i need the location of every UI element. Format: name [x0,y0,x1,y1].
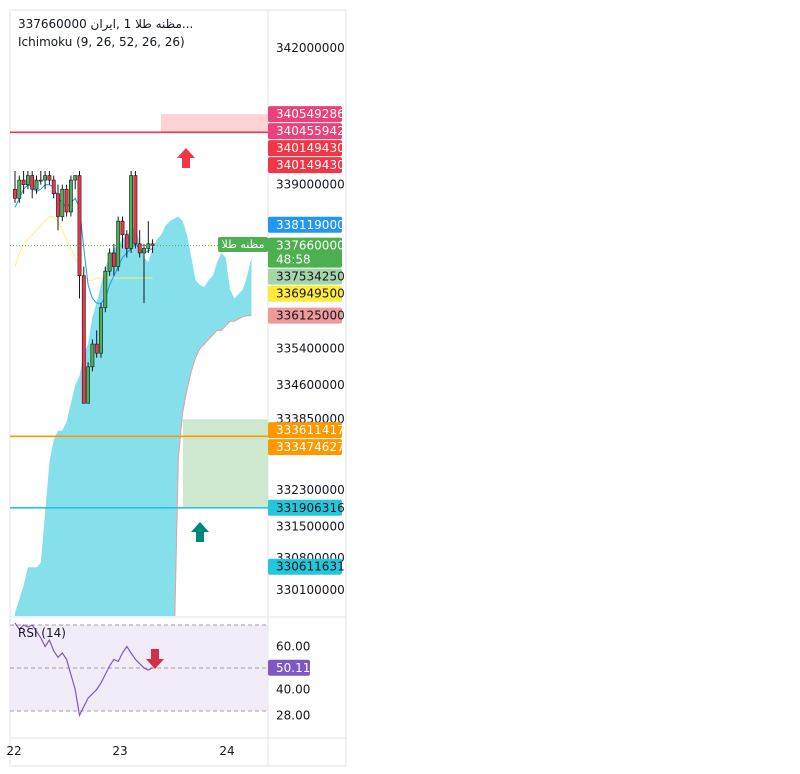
cloud-lower-line [174,315,252,616]
price-label-text: 340149430 [276,141,345,155]
candle[interactable] [133,175,138,245]
rsi-down-arrow-icon [146,649,164,669]
candle[interactable] [142,248,146,254]
candle[interactable] [107,252,112,272]
symbol-legend[interactable]: مظنه طلا 1 ,ایران 337660000... [18,17,194,31]
time-tick-label: 23 [112,744,127,758]
price-tick-label: 331500000 [276,519,345,533]
price-label-badge[interactable] [268,439,342,456]
candle[interactable] [137,243,142,254]
current-price-tag-text: مظنه طلا [222,238,265,251]
candle[interactable] [60,188,65,217]
rsi-value-text: 50.11 [276,661,310,675]
ichimoku-legend[interactable]: Ichimoku (9, 26, 52, 26, 26) [18,35,185,49]
price-label-badge[interactable] [268,268,342,285]
price-tick-label: 342000000 [276,41,345,55]
time-axis[interactable]: 22 23 24 [6,744,234,758]
buy-arrow-icon [191,522,209,542]
price-label-text: 333611417 [276,423,345,437]
sell-zone [161,114,268,133]
price-label-badge[interactable] [268,123,342,140]
candle[interactable] [25,175,30,185]
price-label-badge[interactable] [268,307,342,324]
price-label-text: 336125000 [276,309,345,323]
candle[interactable] [64,188,69,213]
price-tick-label: 335400000 [276,342,345,356]
candle[interactable] [30,175,35,190]
price-label-badge[interactable] [268,157,342,174]
candle[interactable] [90,343,95,368]
candle[interactable] [73,175,78,181]
candle[interactable] [120,220,125,236]
buy-zone [183,419,268,508]
candle[interactable] [150,243,155,246]
rsi-line[interactable] [14,622,153,718]
rsi-tick-label: 60.00 [276,640,310,654]
price-pane[interactable] [10,114,268,649]
candle[interactable] [38,179,43,182]
candle[interactable] [17,179,22,199]
price-label-badge[interactable] [268,216,342,233]
price-tick-label: 339000000 [276,178,345,192]
candle[interactable] [103,270,108,308]
time-tick-label: 24 [219,744,234,758]
candle[interactable] [116,220,121,267]
candle[interactable] [34,179,39,190]
candle[interactable] [124,234,129,249]
candle[interactable] [99,307,103,354]
price-label-text: 330611631 [276,560,345,574]
price-label-text: 338119000 [276,218,345,232]
rsi-legend[interactable]: RSI (14) [18,626,66,640]
candle[interactable] [47,175,52,181]
rsi-tick-label: 28.00 [276,708,310,722]
candle[interactable] [56,193,60,217]
candle[interactable] [43,175,48,181]
current-price-tag[interactable] [218,237,268,252]
price-label-text: 333474627 [276,440,345,454]
candle[interactable] [86,366,91,404]
price-label-text: 331906316 [276,501,345,515]
candle[interactable] [13,188,17,199]
candle[interactable] [112,252,116,267]
price-tick-label: 334600000 [276,378,345,392]
price-label-badge[interactable] [268,140,342,157]
price-scale[interactable]: 3420000003390000003354000003346000003338… [268,41,345,597]
candle[interactable] [69,179,73,213]
price-label-text: 336949500 [276,287,345,301]
price-label-text: 340549286 [276,107,345,121]
price-label-text: 337534250 [276,270,345,284]
price-label-badge[interactable] [268,422,342,439]
price-label-badge[interactable] [268,237,342,268]
ichimoku-conversion-line [14,184,153,304]
price-label-text: 337660000 [276,239,345,253]
ichimoku-cloud [15,216,252,616]
price-tick-label: 330100000 [276,583,345,597]
candle[interactable] [81,275,86,404]
rsi-pane[interactable]: 60.00 40.00 28.00 50.11 [10,622,310,722]
time-tick-label: 22 [6,744,21,758]
price-label-badge[interactable] [268,499,342,516]
rsi-tick-label: 40.00 [276,683,310,697]
price-label-badge[interactable] [268,285,342,302]
candle[interactable] [77,175,82,277]
price-label-text: 340149430 [276,158,345,172]
candle[interactable] [129,175,134,249]
price-label-text: 340455942 [276,124,345,138]
sell-arrow-icon [177,148,195,168]
candle[interactable] [51,179,56,195]
price-label-badge[interactable] [268,558,342,575]
price-label-badge[interactable] [268,106,342,123]
price-tick-label: 332300000 [276,483,345,497]
rsi-value-badge[interactable] [268,659,310,676]
candle[interactable] [94,343,99,354]
bar-countdown-text: 48:58 [276,253,311,267]
candle[interactable] [21,179,26,185]
